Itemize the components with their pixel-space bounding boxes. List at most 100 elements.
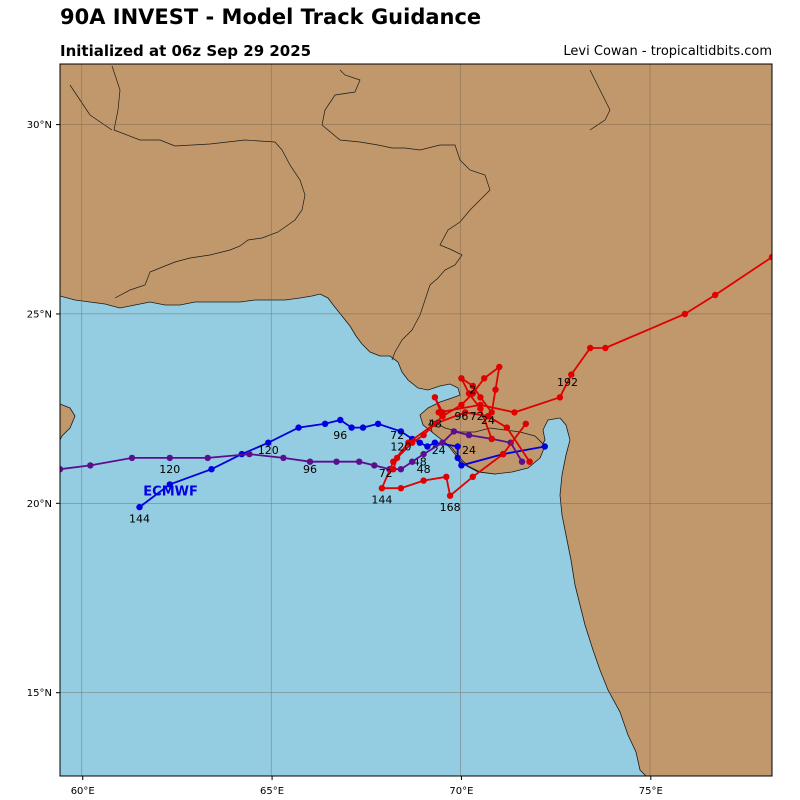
track-point [568,371,575,378]
track-point [60,466,64,473]
track-point [166,481,173,488]
lat-tick-label: 15°N [27,688,52,699]
track-point [420,431,427,439]
track-point [469,473,476,480]
track-point [431,394,439,401]
track-point [454,443,461,450]
model-name-label: ECMWF [143,485,198,500]
track-point [280,454,287,462]
track-point [541,443,548,450]
track-point [390,466,397,473]
forecast-hour-label: 24 [462,444,476,457]
track-series: 120 [390,413,446,473]
map-frame [59,63,773,777]
track-point [420,477,427,484]
track-point [446,492,454,499]
track-point [488,435,495,443]
track-point [458,462,465,469]
lon-tick-label: 65°E [260,786,284,797]
track-point [378,485,386,492]
track-point [443,473,450,480]
track-point [439,413,446,420]
lat-lon-grid [60,64,772,776]
track-series: 192 [435,253,772,416]
track-point [477,401,484,409]
forecast-hour-label: 120 [258,444,279,457]
track-point [469,390,476,397]
mainland-landmass [60,64,772,776]
track-point [359,424,367,431]
track-point [371,462,378,469]
track-point [246,450,253,458]
forecast-hour-label: 48 [417,463,431,476]
track-point [492,386,499,393]
track-point [587,344,594,352]
track-point [768,253,772,261]
forecast-hour-label: 2 [469,384,476,397]
track-point [499,450,507,458]
track-point [333,458,340,465]
lon-tick-label: 60°E [71,786,95,797]
track-point [87,462,94,469]
forecast-hour-label: 192 [557,376,578,389]
forecast-hour-label: 96 [454,410,468,423]
track-point [265,439,272,446]
track-point [204,454,211,462]
forecast-hour-label: 144 [371,493,392,506]
track-point [511,409,518,416]
lon-tick-label: 75°E [639,786,663,797]
track-point [503,424,511,431]
country-borders [69,65,611,361]
forecast-hour-label: 168 [440,501,461,514]
track-point [712,291,719,299]
track-point [136,503,143,511]
track-point [409,458,416,465]
track-point [522,420,529,427]
credit-text: Levi Cowan - tropicaltidbits.com [563,44,772,59]
track-point [496,363,503,371]
forecast-hour-label: 120 [390,440,411,453]
forecast-hour-label: 72 [390,429,404,442]
lat-tick-label: 25°N [27,309,52,320]
track-point [409,439,416,446]
map-axes: 60°E 65°E 70°E 75°E 15°N 20°N 25°N 30°N [27,120,663,797]
track-point [128,454,136,462]
page-title: 90A INVEST - Model Track Guidance [60,5,482,29]
model-tracks: 24487296120144ECMWF244896120487214416824… [60,253,772,525]
track-point [526,458,533,465]
forecast-hour-label: 96 [333,429,347,442]
track-point [454,454,461,462]
track-point [416,439,423,446]
track-point [348,424,355,431]
lat-tick-label: 30°N [27,120,52,131]
track-point [439,439,446,446]
track-point [374,420,382,427]
track-point [306,458,314,465]
track-point [465,431,473,439]
forecast-hour-label: 96 [303,463,317,476]
forecast-hour-label: 72 [379,467,393,480]
forecast-hour-label: 72 [470,410,484,423]
forecast-hour-label: 24 [432,444,446,457]
track-point [424,443,431,450]
forecast-hour-label: 24 [481,414,495,427]
track-point [488,409,495,416]
forecast-hour-label: 144 [129,512,150,525]
track-point [481,375,488,382]
track-point [518,458,526,465]
forecast-hour-label: 120 [159,463,180,476]
track-point [458,401,465,409]
track-point [337,416,344,424]
track-point [356,458,363,465]
track-point [556,394,564,401]
track-point [469,382,476,390]
track-point [462,409,469,416]
lon-tick-label: 70°E [449,786,473,797]
track-point [321,420,329,427]
track-point [450,428,458,435]
lat-tick-label: 20°N [27,499,52,510]
track-point [397,466,405,473]
